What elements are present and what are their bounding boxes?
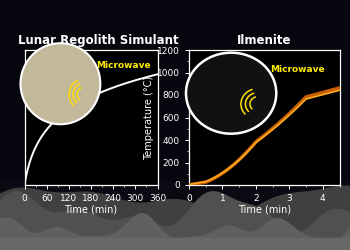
X-axis label: Time (min): Time (min) [64,204,118,214]
Y-axis label: Temperature (°C): Temperature (°C) [144,76,154,160]
Circle shape [186,53,276,134]
X-axis label: Time (min): Time (min) [238,204,291,214]
Text: Microwave: Microwave [96,60,151,70]
Text: Lunar Regolith Simulant: Lunar Regolith Simulant [18,34,178,48]
Title: Ilmenite: Ilmenite [237,34,292,48]
Text: Microwave: Microwave [270,64,325,74]
Circle shape [21,43,100,124]
